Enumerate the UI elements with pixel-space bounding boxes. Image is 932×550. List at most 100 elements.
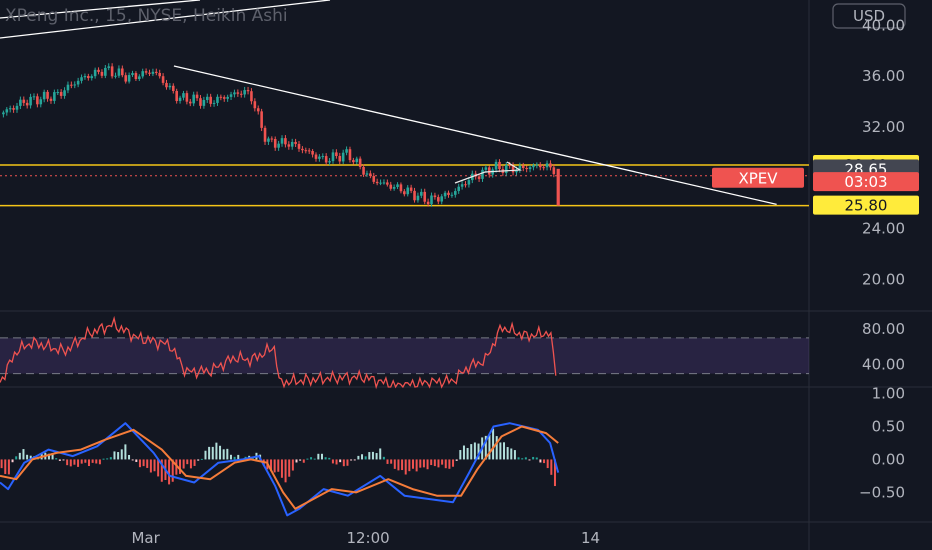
macd-lines-group bbox=[0, 422, 560, 517]
rsi-band bbox=[0, 337, 809, 374]
macd-histogram-bar bbox=[415, 459, 418, 472]
macd-histogram-bar bbox=[208, 446, 211, 460]
candle-body bbox=[409, 187, 413, 191]
candle-body bbox=[481, 169, 484, 179]
candle-body bbox=[134, 73, 138, 80]
candle-body bbox=[484, 167, 488, 170]
macd-histogram-bar bbox=[324, 457, 327, 460]
candle-body bbox=[284, 138, 287, 145]
rsi-axis[interactable]: 80.00 40.00 bbox=[862, 320, 905, 374]
macd-histogram-bar bbox=[95, 459, 98, 464]
time-axis[interactable]: Mar 12:00 14 bbox=[131, 529, 600, 547]
candle-body bbox=[5, 109, 9, 113]
macd-histogram-bar bbox=[120, 449, 123, 460]
candle-body bbox=[39, 99, 43, 105]
macd-histogram-bar bbox=[69, 459, 72, 467]
macd-histogram-bar bbox=[317, 453, 320, 460]
candle-body bbox=[304, 150, 308, 152]
macd-axis[interactable]: 1.00 0.50 0.00 −0.50 bbox=[859, 385, 905, 502]
macd-histogram-bar bbox=[393, 459, 396, 469]
candle-body bbox=[32, 96, 36, 98]
macd-histogram-bar bbox=[419, 459, 422, 468]
macd-histogram-bar bbox=[87, 459, 90, 467]
candle-body bbox=[508, 165, 511, 167]
candle-body bbox=[175, 90, 178, 102]
macd-histogram-bar bbox=[197, 459, 200, 461]
macd-histogram-bar bbox=[517, 457, 520, 460]
price-tick-label: 32.00 bbox=[862, 118, 905, 136]
candle-body bbox=[447, 192, 450, 196]
trendline-top-left[interactable] bbox=[0, 0, 331, 39]
candle-body bbox=[93, 69, 97, 77]
trendline[interactable] bbox=[173, 65, 777, 206]
candle-body bbox=[154, 71, 158, 73]
macd-histogram-bar bbox=[484, 435, 487, 460]
macd-histogram-bar bbox=[77, 459, 80, 467]
candle-body bbox=[107, 66, 111, 68]
macd-histogram-bar bbox=[15, 456, 18, 460]
price-tick-label: 24.00 bbox=[862, 219, 905, 237]
candle-body bbox=[117, 68, 121, 76]
macd-histogram-bar bbox=[237, 454, 240, 460]
candle-body bbox=[426, 201, 430, 205]
candle-body bbox=[440, 196, 444, 202]
macd-histogram-bar bbox=[353, 459, 356, 461]
macd-histogram-bar bbox=[386, 459, 389, 464]
macd-histogram-bar bbox=[84, 459, 87, 463]
candle-body bbox=[538, 164, 542, 168]
macd-histogram-bar bbox=[331, 459, 334, 464]
currency-button[interactable]: USD bbox=[853, 7, 885, 25]
macd-histogram-bar bbox=[102, 458, 105, 460]
macd-histogram-bar bbox=[364, 456, 367, 460]
currency-button-frame[interactable] bbox=[832, 3, 906, 29]
candle-body bbox=[477, 176, 481, 179]
candle-body bbox=[528, 167, 532, 170]
candle-body bbox=[178, 97, 182, 102]
candle-body bbox=[185, 93, 189, 102]
price-path-drawing[interactable] bbox=[454, 161, 522, 184]
macd-histogram-bar bbox=[186, 459, 189, 465]
candle-body bbox=[420, 191, 423, 196]
candle-body bbox=[301, 148, 304, 151]
candle-body bbox=[372, 176, 376, 182]
candles-group bbox=[2, 63, 560, 207]
candle-body bbox=[216, 96, 219, 103]
candle-body bbox=[158, 72, 161, 77]
macd-tick-label: 1.00 bbox=[872, 385, 905, 403]
macd-histogram-bar bbox=[452, 459, 455, 467]
candle-body bbox=[59, 92, 63, 96]
macd-histogram-bar bbox=[441, 459, 444, 465]
candle-body bbox=[348, 149, 352, 161]
macd-histogram-bar bbox=[128, 455, 131, 460]
macd-histogram-bar bbox=[401, 459, 404, 471]
time-tick-label: Mar bbox=[131, 529, 160, 547]
candle-body bbox=[15, 105, 19, 110]
candle-body bbox=[239, 93, 243, 95]
candle-body bbox=[229, 94, 233, 97]
macd-histogram-bar bbox=[444, 459, 447, 469]
candle-body bbox=[273, 138, 277, 148]
macd-histogram-bar bbox=[215, 442, 218, 460]
macd-histogram-bar bbox=[477, 443, 480, 460]
candle-body bbox=[460, 184, 464, 187]
macd-line bbox=[0, 422, 560, 517]
macd-histogram-bar bbox=[200, 458, 203, 460]
macd-tick-label: 0.50 bbox=[872, 418, 905, 436]
macd-histogram-bar bbox=[7, 459, 10, 475]
macd-histogram-bar bbox=[98, 459, 101, 465]
candle-body bbox=[73, 84, 77, 86]
candle-body bbox=[209, 96, 212, 104]
macd-histogram-bar bbox=[320, 453, 323, 460]
candle-body bbox=[454, 191, 457, 195]
candle-body bbox=[256, 108, 260, 112]
candle-body bbox=[246, 90, 250, 92]
candle-body bbox=[97, 69, 100, 72]
macd-histogram-bar bbox=[390, 459, 393, 464]
candle-body bbox=[396, 184, 399, 187]
candle-body bbox=[236, 92, 240, 94]
candle-body bbox=[70, 84, 73, 86]
macd-histogram-bar bbox=[470, 444, 473, 460]
macd-histogram-bar bbox=[131, 459, 134, 461]
candle-body bbox=[280, 138, 284, 144]
